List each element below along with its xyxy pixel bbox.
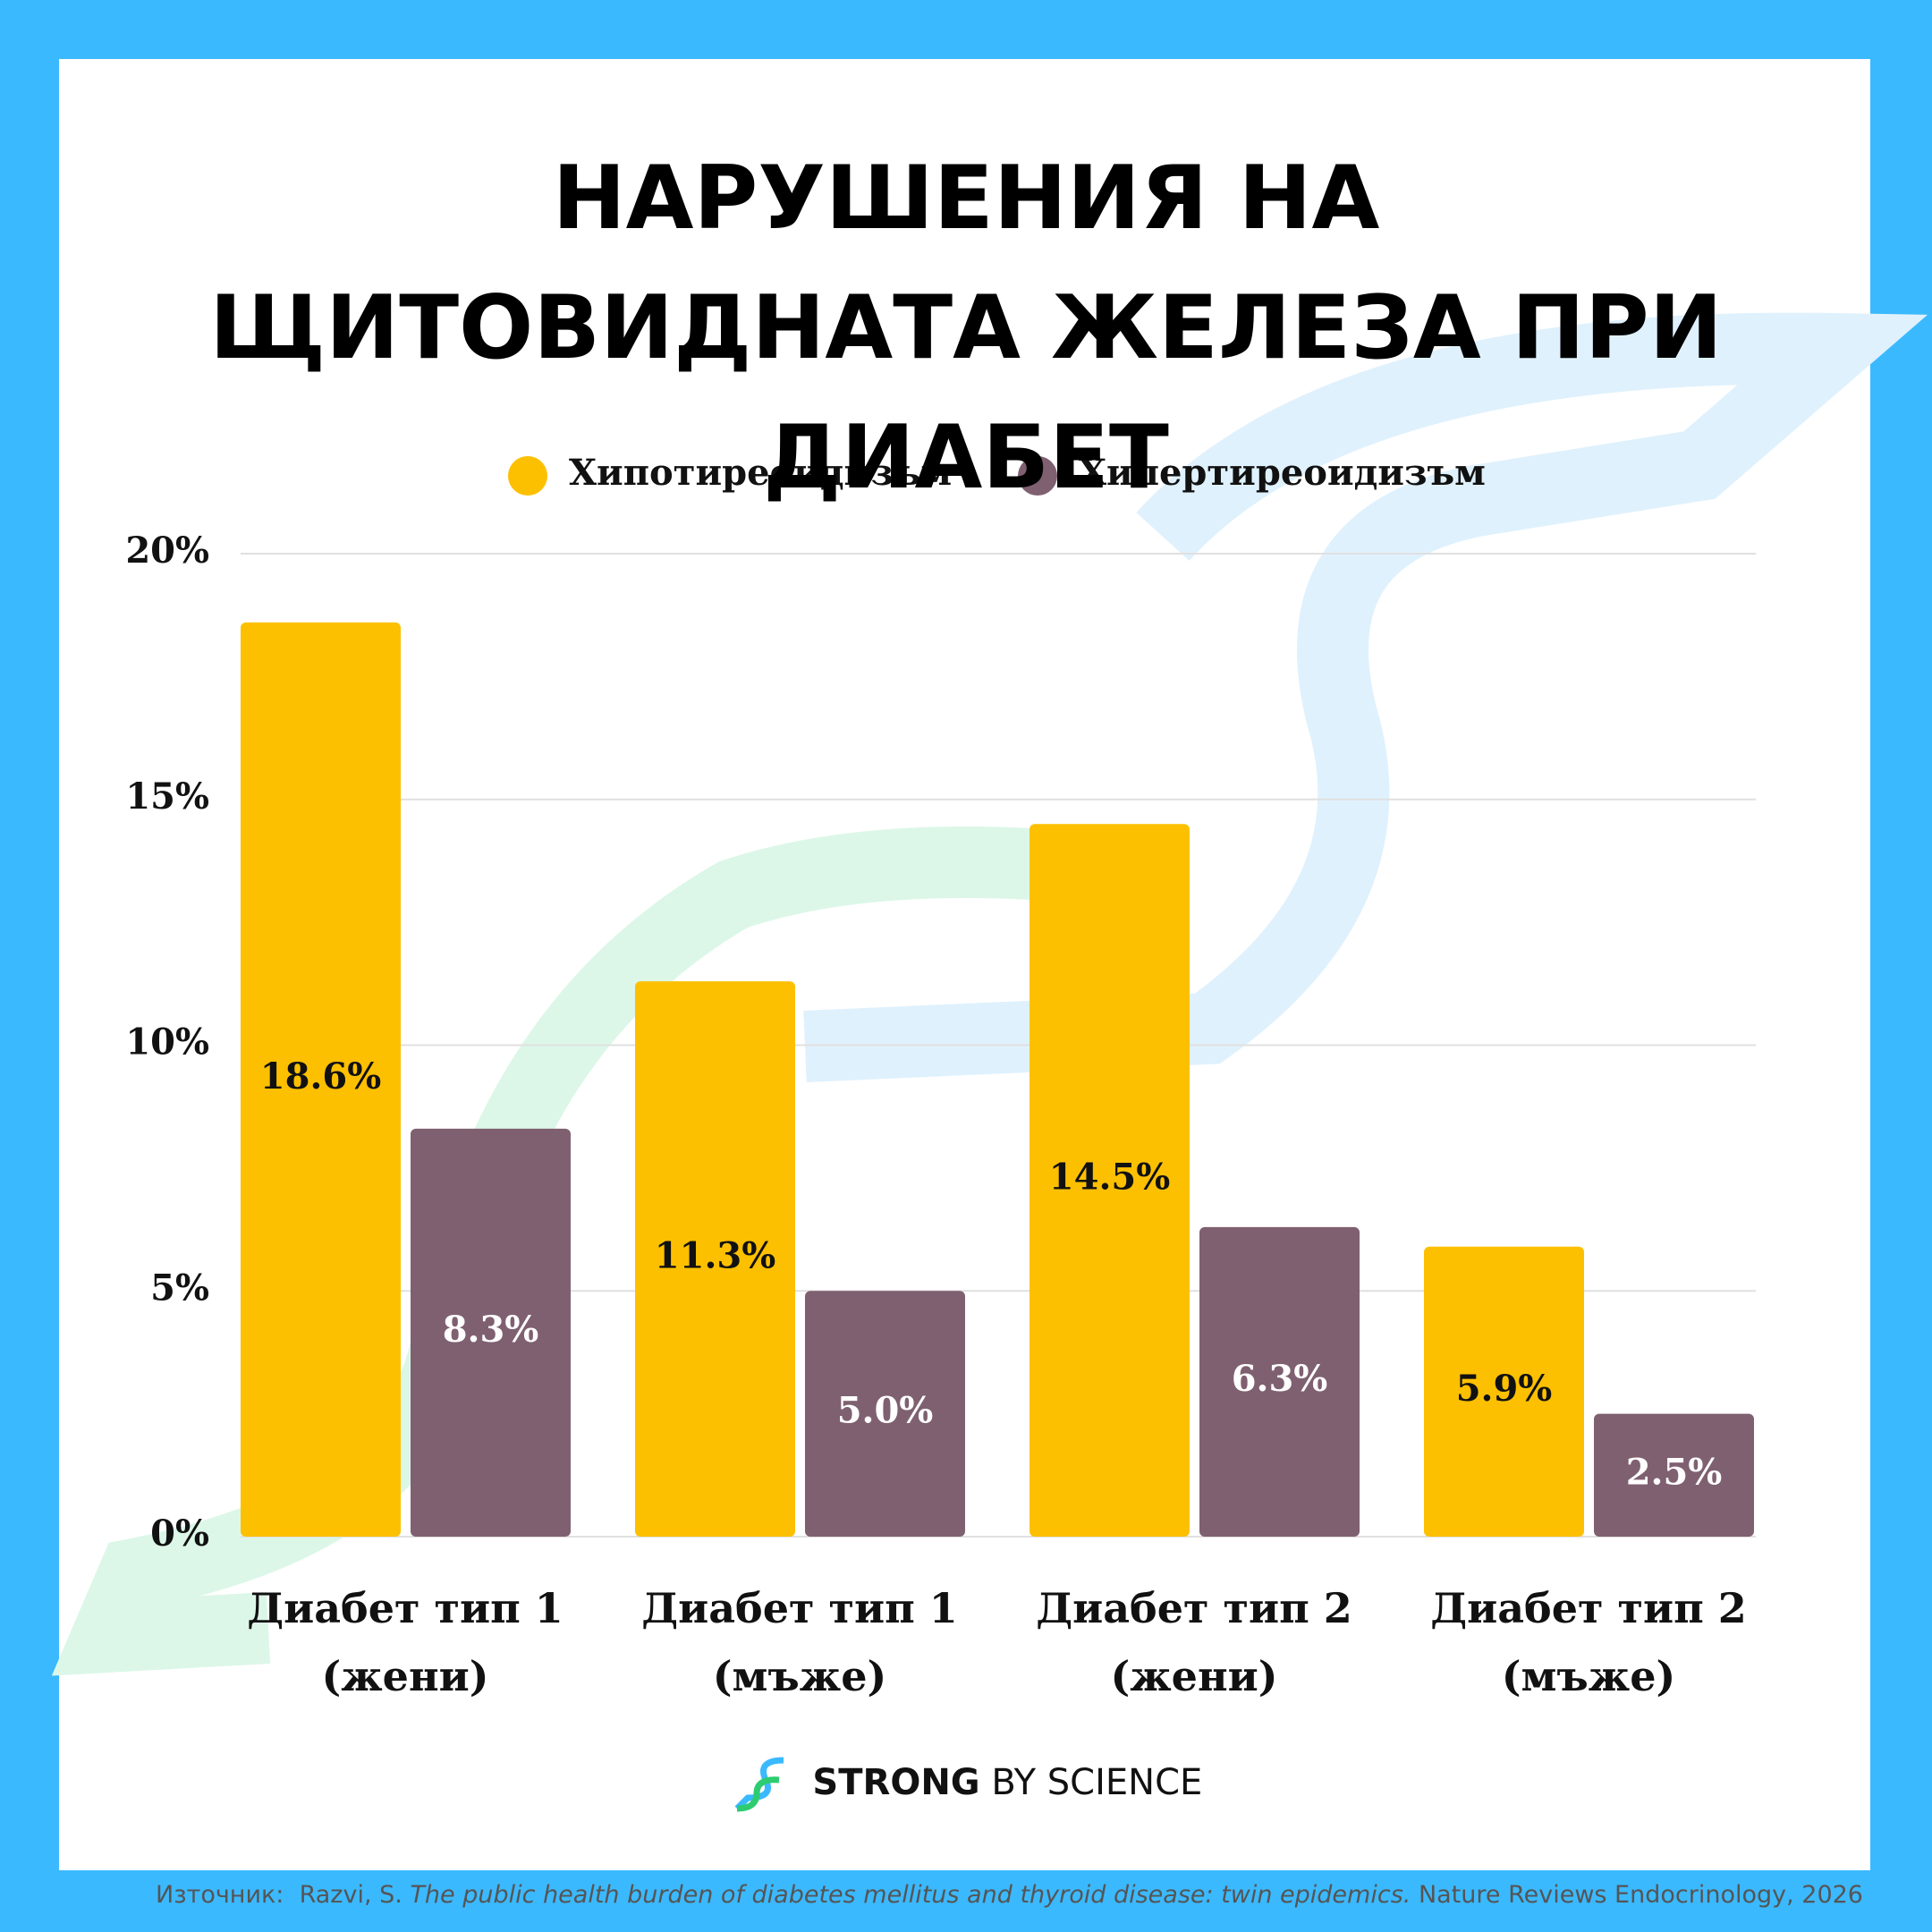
source-author: Razvi, S. [299, 1881, 402, 1909]
y-tick-label: 5% [150, 1267, 209, 1309]
legend-label: Хипотиреоидизъм [569, 452, 952, 494]
y-tick-label: 0% [150, 1513, 209, 1555]
source-journal: Nature Reviews Endocrinology, 2026 [1418, 1881, 1863, 1909]
y-tick-label: 10% [125, 1021, 209, 1063]
value-label: 2.5% [1626, 1451, 1723, 1493]
decoration [803, 312, 1928, 1082]
value-label: 5.0% [837, 1390, 934, 1432]
y-tick-label: 20% [125, 530, 209, 572]
value-label: 18.6% [260, 1055, 381, 1097]
bar [635, 981, 795, 1537]
legend-swatch [1018, 456, 1057, 496]
value-label: 14.5% [1049, 1157, 1170, 1199]
bar [1030, 824, 1190, 1537]
value-label: 8.3% [443, 1309, 539, 1351]
x-tick-label: Диабет тип 2 (мъже) [1430, 1584, 1747, 1700]
x-tick-label: Диабет тип 1 (жени) [247, 1584, 564, 1700]
bar [241, 622, 401, 1537]
logo-strong: STRONG [812, 1762, 980, 1803]
x-tick-label: Диабет тип 1 (мъже) [641, 1584, 958, 1700]
value-label: 5.9% [1456, 1368, 1553, 1410]
value-label: 11.3% [655, 1235, 775, 1277]
source-label: Източник: [156, 1881, 284, 1909]
bar [1424, 1246, 1584, 1537]
bar [805, 1291, 965, 1537]
source: Източник: Razvi, S. The public health bu… [156, 1881, 1863, 1909]
chart-title: НАРУШЕНИЯ НА ЩИТОВИДНАТА ЖЕЛЕЗА ПРИ ДИАБ… [209, 148, 1723, 509]
logo: STRONG BY SCIENCE [0, 1753, 1932, 1816]
legend-swatch [508, 456, 547, 496]
bar [411, 1128, 571, 1537]
logo-icon [734, 1757, 784, 1812]
legend-label: Хипертиреоидизъм [1079, 452, 1486, 494]
x-tick-label: Диабет тип 2 (жени) [1036, 1584, 1352, 1700]
y-tick-label: 15% [125, 775, 209, 818]
logo-rest: BY SCIENCE [991, 1762, 1203, 1803]
bar [1594, 1413, 1754, 1537]
source-title: The public health burden of diabetes mel… [410, 1881, 1411, 1909]
value-label: 6.3% [1232, 1358, 1328, 1400]
bar [1199, 1226, 1360, 1537]
